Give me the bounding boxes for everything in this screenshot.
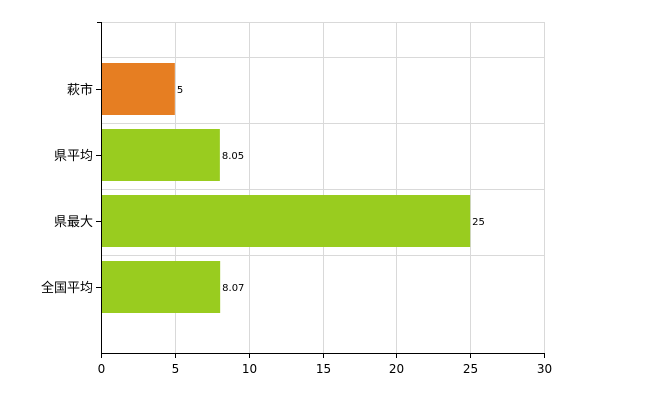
category-label: 全国平均 [41,280,93,296]
labels: 5 萩市 8.05 県平均 25 県最大 8.07 全国平均 0 5 10 15 20 25 30 [41,82,552,376]
bar [102,195,471,247]
grid-lines [101,22,545,353]
category-label: 県最大 [54,215,93,230]
x-tick-label: 0 [98,362,106,376]
x-tick-label: 10 [242,362,257,376]
category-label: 萩市 [67,82,93,98]
x-tick-label: 15 [316,362,331,376]
data-label: 5 [177,85,183,96]
bar [102,63,175,115]
x-tick-label: 20 [389,362,404,376]
bar [102,129,220,181]
data-label: 8.07 [222,283,244,294]
x-tick-label: 25 [463,362,478,376]
x-tick-label: 5 [172,362,180,376]
bars [102,63,471,313]
category-label: 県平均 [54,149,93,164]
data-label: 25 [472,217,485,228]
data-label: 8.05 [222,151,244,162]
bar [102,261,221,313]
axes [96,22,545,358]
x-tick-label: 30 [537,362,552,376]
